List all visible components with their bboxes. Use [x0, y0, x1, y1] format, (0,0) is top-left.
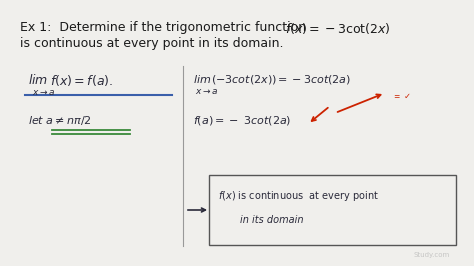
Text: $\it{f(x) = f(a).}$: $\it{f(x) = f(a).}$ [50, 73, 113, 88]
Text: $\it{x{\to}a}$: $\it{x{\to}a}$ [195, 87, 219, 96]
Text: $\checkmark$: $\checkmark$ [403, 92, 410, 101]
Text: is continuous at every point in its domain.: is continuous at every point in its doma… [20, 37, 283, 50]
Text: $\it{x{\to}a}$: $\it{x{\to}a}$ [32, 88, 55, 97]
Text: $\it{f(x)}$ is continuous  at every point: $\it{f(x)}$ is continuous at every point [218, 189, 379, 203]
Text: Ex 1:  Determine if the trigonometric function: Ex 1: Determine if the trigonometric fun… [20, 21, 310, 34]
Text: Study.com: Study.com [414, 252, 450, 258]
Text: $\it{lim}$: $\it{lim}$ [193, 73, 211, 85]
Text: in its domain: in its domain [240, 215, 303, 225]
Text: $=$: $=$ [392, 92, 401, 101]
Text: $\it{lim}$: $\it{lim}$ [28, 73, 48, 87]
FancyBboxPatch shape [209, 175, 456, 245]
Text: $\it{let\ a \neq n\pi/2}$: $\it{let\ a \neq n\pi/2}$ [28, 114, 91, 127]
Text: $f(x) = -3\mathrm{cot}(2x)$: $f(x) = -3\mathrm{cot}(2x)$ [285, 21, 391, 36]
Text: $\it{(-3cot(2x)) = -3cot(2a)}$: $\it{(-3cot(2x)) = -3cot(2a)}$ [211, 73, 351, 86]
Text: $\it{f(a) = -\ 3cot(2a)}$: $\it{f(a) = -\ 3cot(2a)}$ [193, 114, 292, 127]
